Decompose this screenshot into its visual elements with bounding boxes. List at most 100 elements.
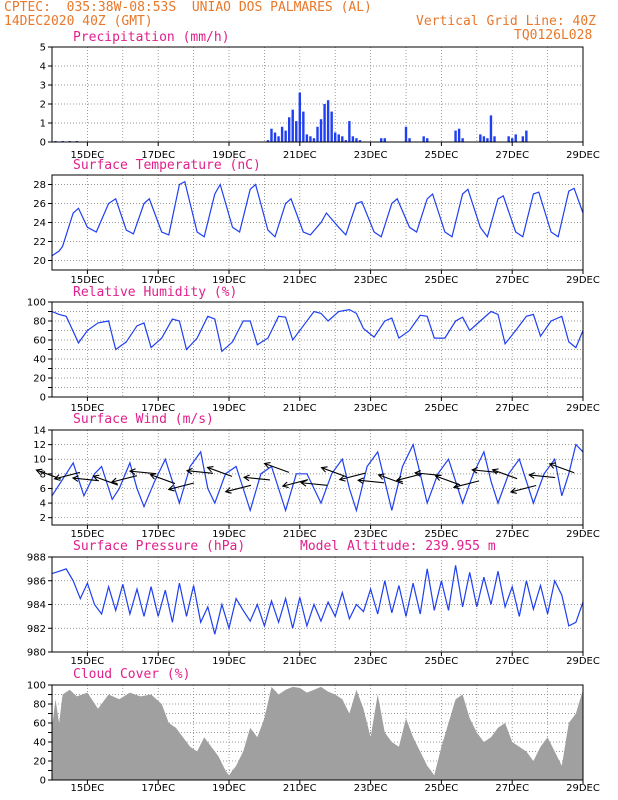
x-tick-label: 23DEC (354, 656, 388, 667)
y-tick-label: 80 (33, 700, 46, 711)
precip-bar (273, 132, 277, 142)
panel-title: Cloud Cover (%) (73, 667, 190, 682)
x-tick-label: 17DEC (141, 403, 175, 414)
precip-bar (493, 136, 496, 142)
series-line (51, 308, 584, 353)
wind-arrow (264, 462, 290, 473)
x-tick-label: 17DEC (141, 783, 175, 794)
precip-bar (461, 138, 464, 142)
x-tick-label: 23DEC (354, 403, 388, 414)
panel-frame (51, 556, 584, 653)
wind-arrow-head (206, 465, 214, 473)
series-line (51, 565, 584, 635)
wind-arrow-head (53, 474, 61, 481)
x-tick-label: 27DEC (495, 529, 529, 540)
precip-bar (277, 136, 280, 142)
x-tick-label: 27DEC (495, 403, 529, 414)
precip-bar (486, 138, 489, 142)
x-tick-label: 19DEC (212, 403, 246, 414)
precip-bar (298, 92, 301, 142)
panel-title: Surface Temperature (nC) (73, 158, 261, 173)
wind-arrow (472, 469, 499, 474)
x-tick-label: 21DEC (283, 275, 317, 286)
y-tick-label: 20 (33, 757, 46, 768)
y-tick-label: 100 (27, 681, 46, 692)
precip-bar (305, 134, 309, 142)
wind-arrow-head (35, 468, 43, 475)
wind-arrow-head (452, 482, 460, 490)
x-tick-label: 15DEC (71, 529, 105, 540)
y-tick-label: 12 (33, 440, 46, 451)
wind-arrow-head (185, 467, 193, 475)
y-tick-label: 0 (40, 138, 46, 149)
precip-bar (309, 136, 312, 142)
precip-bar (270, 128, 273, 142)
precip-bar (291, 109, 294, 142)
precip-bar (355, 138, 358, 142)
wind-arrow (492, 469, 518, 480)
x-tick-label: 29DEC (566, 529, 600, 540)
precip-bar (302, 111, 305, 142)
precip-bar (280, 126, 284, 142)
x-tick-label: 21DEC (283, 150, 317, 161)
y-tick-label: 24 (33, 218, 46, 229)
y-tick-label: 0 (40, 776, 46, 787)
cloud-cover-area (52, 686, 583, 780)
x-tick-label: 19DEC (212, 783, 246, 794)
x-tick-label: 29DEC (566, 783, 600, 794)
x-tick-label: 21DEC (283, 529, 317, 540)
precip-bar (457, 128, 461, 142)
precip-bar (408, 138, 411, 142)
y-tick-label: 10 (33, 455, 46, 466)
wind-arrow (168, 482, 195, 490)
wind-arrow-head (263, 462, 271, 469)
series-line (51, 180, 584, 257)
series-line (51, 442, 584, 513)
y-tick-label: 986 (27, 576, 46, 587)
precip-bar (330, 111, 333, 142)
y-tick-label: 0 (40, 393, 46, 404)
y-tick-label: 984 (27, 600, 46, 611)
wind-arrow-head (491, 468, 499, 475)
precip-bar (380, 138, 383, 142)
wind-arrow (529, 474, 556, 479)
x-tick-label: 23DEC (354, 783, 388, 794)
x-tick-label: 19DEC (212, 529, 246, 540)
panel-0: 0 1 2 3 4 5 15DEC 17DEC 19DEC 21DEC 23DEC 25DEC 27DE… (40, 30, 600, 161)
precip-bar (295, 121, 298, 142)
y-tick-label: 4 (40, 62, 46, 73)
x-tick-label: 23DEC (354, 150, 388, 161)
y-tick-label: 988 (27, 553, 46, 564)
precip-bar (454, 130, 457, 142)
x-tick-label: 29DEC (566, 150, 600, 161)
wind-arrow (549, 463, 575, 474)
x-tick-label: 15DEC (71, 403, 105, 414)
panel-title: Surface Pressure (hPa) (73, 539, 245, 554)
y-tick-label: 14 (33, 426, 46, 437)
wind-arrow-head (320, 466, 328, 473)
wind-arrow (415, 472, 442, 477)
wind-arrow (93, 475, 119, 486)
y-tick-label: 6 (40, 484, 46, 495)
y-tick-label: 982 (27, 624, 46, 635)
wind-arrow-head (281, 481, 289, 489)
panel-frame (51, 301, 584, 398)
panel-title: Precipitation (mm/h) (73, 30, 230, 45)
x-tick-label: 15DEC (71, 783, 105, 794)
precip-bar (312, 138, 316, 142)
precip-bar (422, 136, 425, 142)
y-tick-label: 40 (33, 738, 46, 749)
wind-arrow-head (377, 473, 385, 480)
x-tick-label: 17DEC (141, 275, 175, 286)
wind-arrow-head (167, 484, 175, 492)
x-tick-label: 25DEC (425, 275, 459, 286)
precip-bar (337, 134, 340, 142)
x-tick-label: 17DEC (141, 656, 175, 667)
panel-frame (51, 174, 584, 271)
wind-arrow (510, 484, 537, 493)
y-tick-label: 100 (27, 298, 46, 309)
panel-1: 20 22 24 26 28 15DEC 17DEC 19DEC 21DEC 23DEC 25DEC… (33, 158, 600, 286)
precip-bar (341, 136, 344, 142)
y-tick-label: 3 (40, 81, 46, 92)
wind-arrow-head (414, 470, 421, 477)
